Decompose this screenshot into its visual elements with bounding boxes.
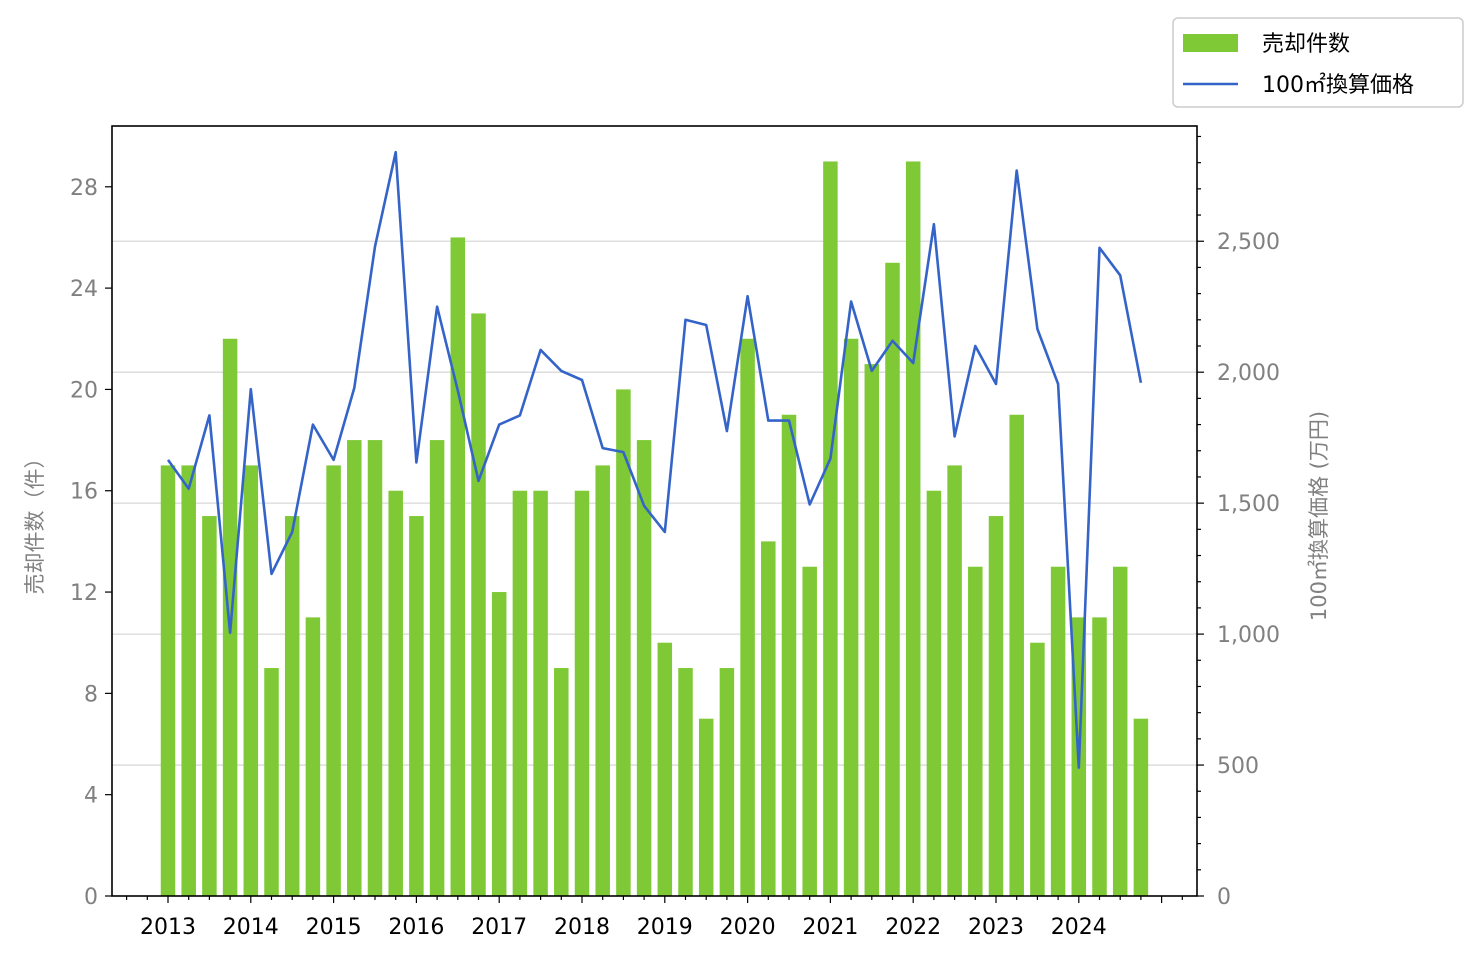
y-right-tick-label: 1,500 xyxy=(1217,492,1280,517)
bar xyxy=(409,516,424,896)
y-axis-label-left: 売却件数（件） xyxy=(23,448,47,595)
bar xyxy=(305,617,321,896)
bar xyxy=(781,414,797,896)
x-tick-label: 2015 xyxy=(306,915,362,940)
legend-swatch-bar xyxy=(1183,34,1238,52)
y-left-tick-label: 12 xyxy=(70,581,98,606)
bar xyxy=(284,516,300,896)
bar xyxy=(802,566,817,896)
bar xyxy=(657,642,673,896)
x-tick-label: 2020 xyxy=(720,915,776,940)
bar xyxy=(823,161,838,897)
legend-label-bar: 売却件数 xyxy=(1262,32,1350,57)
bar xyxy=(181,465,196,896)
bar xyxy=(968,566,983,896)
bar xyxy=(512,490,528,896)
bar xyxy=(491,592,507,896)
y-left-tick-label: 20 xyxy=(70,378,98,403)
bar xyxy=(1030,642,1045,896)
x-tick-label: 2016 xyxy=(388,915,444,940)
bar xyxy=(388,490,403,896)
bar xyxy=(636,440,652,896)
x-tick-label: 2022 xyxy=(885,915,941,940)
bar-series xyxy=(160,161,1149,897)
y-left-tick-label: 0 xyxy=(84,885,98,910)
y-left-tick-label: 28 xyxy=(70,176,98,201)
bar xyxy=(326,465,341,896)
bar xyxy=(864,364,880,896)
bar xyxy=(905,161,921,897)
bar xyxy=(1133,718,1149,896)
x-tick-label: 2019 xyxy=(637,915,693,940)
bar xyxy=(264,668,279,896)
y-left-tick-label: 4 xyxy=(84,784,98,809)
legend: 売却件数 100㎡換算価格 xyxy=(1172,17,1464,108)
x-tick-label: 2013 xyxy=(140,915,196,940)
price-line xyxy=(166,150,1143,769)
x-tick-label: 2018 xyxy=(554,915,610,940)
legend-label-line: 100㎡換算価格 xyxy=(1262,72,1414,98)
bar xyxy=(471,313,486,896)
bar xyxy=(761,541,776,896)
bar xyxy=(429,440,445,896)
bar xyxy=(595,465,610,896)
x-tick-label: 2024 xyxy=(1051,915,1107,940)
x-tick-label: 2021 xyxy=(802,915,858,940)
bar xyxy=(533,490,548,896)
bar xyxy=(243,465,259,896)
y-left-tick-label: 24 xyxy=(70,277,98,302)
bar xyxy=(347,440,362,896)
bar xyxy=(1092,617,1107,896)
bar xyxy=(843,338,859,896)
bar xyxy=(616,389,631,896)
bar xyxy=(740,338,755,896)
bar xyxy=(678,668,693,896)
x-tick-label: 2014 xyxy=(223,915,279,940)
y-right-tick-label: 0 xyxy=(1217,885,1231,910)
bar xyxy=(554,668,569,896)
bar xyxy=(719,668,735,896)
y-right-tick-label: 2,000 xyxy=(1217,361,1280,386)
bar xyxy=(885,262,900,896)
bar xyxy=(926,490,942,896)
bar xyxy=(160,465,176,896)
bar xyxy=(947,465,962,896)
bar xyxy=(988,516,1004,896)
legend-frame xyxy=(1172,17,1464,108)
bar xyxy=(450,237,466,896)
bar xyxy=(1050,566,1066,896)
bar xyxy=(367,440,383,896)
y-right-tick-label: 2,500 xyxy=(1217,230,1280,255)
y-left-tick-label: 8 xyxy=(84,682,98,707)
y-right-tick-label: 1,000 xyxy=(1217,623,1280,648)
bar xyxy=(698,718,714,896)
bar xyxy=(1112,566,1128,896)
bar xyxy=(202,516,217,896)
y-axis-label-right: 100㎡換算価格 (万円) xyxy=(1307,411,1331,621)
y-left-tick-label: 16 xyxy=(70,480,98,505)
x-tick-label: 2017 xyxy=(471,915,527,940)
x-tick-label: 2023 xyxy=(968,915,1024,940)
axes: 2013 2014 2015 2016 2017 2018 2019 2020 2021 2022… xyxy=(70,135,1280,940)
y-right-tick-label: 500 xyxy=(1217,754,1259,779)
bar xyxy=(574,490,590,896)
plot-frame xyxy=(111,125,1198,897)
bar xyxy=(1009,414,1024,896)
bar xyxy=(222,338,238,896)
